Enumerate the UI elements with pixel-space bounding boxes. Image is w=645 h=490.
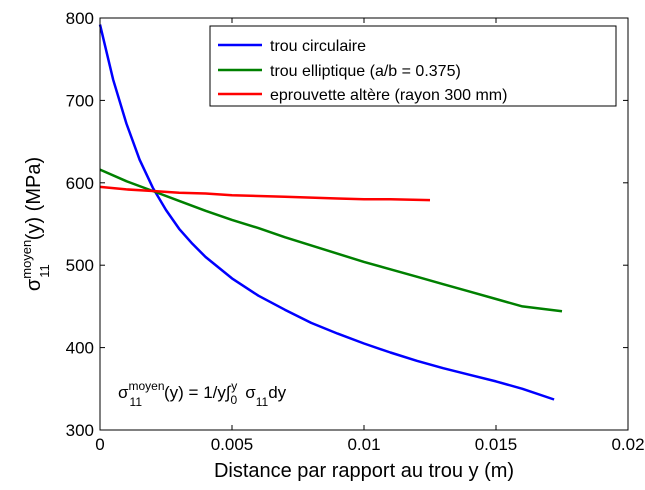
- formula-subscript: 11: [130, 395, 143, 409]
- formula-sigma-2: σ: [245, 383, 256, 402]
- x-axis-label: Distance par rapport au trou y (m): [214, 460, 514, 482]
- x-tick-label: 0.015: [475, 435, 518, 454]
- y-axis-label-symbol: σ: [23, 278, 45, 291]
- y-tick-label: 500: [66, 256, 94, 275]
- legend-box: [209, 25, 617, 107]
- legend-label-circulaire: trou circulaire: [270, 38, 366, 55]
- y-tick-label: 600: [66, 174, 94, 193]
- legend-label-eprouvette: eprouvette altère (rayon 300 mm): [270, 87, 507, 104]
- series-layer: [98, 24, 563, 401]
- x-tick-label: 0.005: [211, 435, 254, 454]
- formula-integral-upper: y: [231, 379, 237, 393]
- series-eprouvette-altere: [99, 185, 431, 202]
- formula-sigma: σ: [118, 383, 129, 402]
- y-tick-label: 800: [66, 9, 94, 28]
- formula-subscript-2: 11: [256, 395, 269, 409]
- formula-integral-lower: 0: [231, 393, 238, 407]
- x-tick-label: 0: [95, 435, 104, 454]
- formula-superscript: moyen: [129, 379, 165, 393]
- formula-equation: (y) = 1/y∫: [164, 383, 232, 402]
- y-axis-label: σmoyen 11 (y) (MPa): [19, 157, 52, 291]
- y-axis-label-superscript: moyen: [19, 240, 34, 279]
- formula-annotation: σmoyen 11 (y) = 1/y∫0y σ11dy: [118, 379, 287, 409]
- y-tick-label: 700: [66, 91, 94, 110]
- tick-layer: 0 0.005 0.01 0.015 0.02 300 400 500 600 700 800: [66, 9, 645, 454]
- y-axis-label-subscript: 11: [37, 264, 52, 278]
- series-trou-elliptique: [99, 168, 563, 313]
- legend: trou circulaire trou elliptique (a/b = 0…: [209, 25, 617, 107]
- formula-tail: dy: [268, 383, 286, 402]
- y-tick-label: 400: [66, 339, 94, 358]
- legend-label-elliptique: trou elliptique (a/b = 0.375): [270, 63, 461, 80]
- series-trou-circulaire: [98, 24, 555, 401]
- y-tick-label: 300: [66, 421, 94, 440]
- y-axis-label-text: (y) (MPa): [23, 157, 45, 240]
- x-tick-label: 0.01: [347, 435, 380, 454]
- x-tick-label: 0.02: [611, 435, 644, 454]
